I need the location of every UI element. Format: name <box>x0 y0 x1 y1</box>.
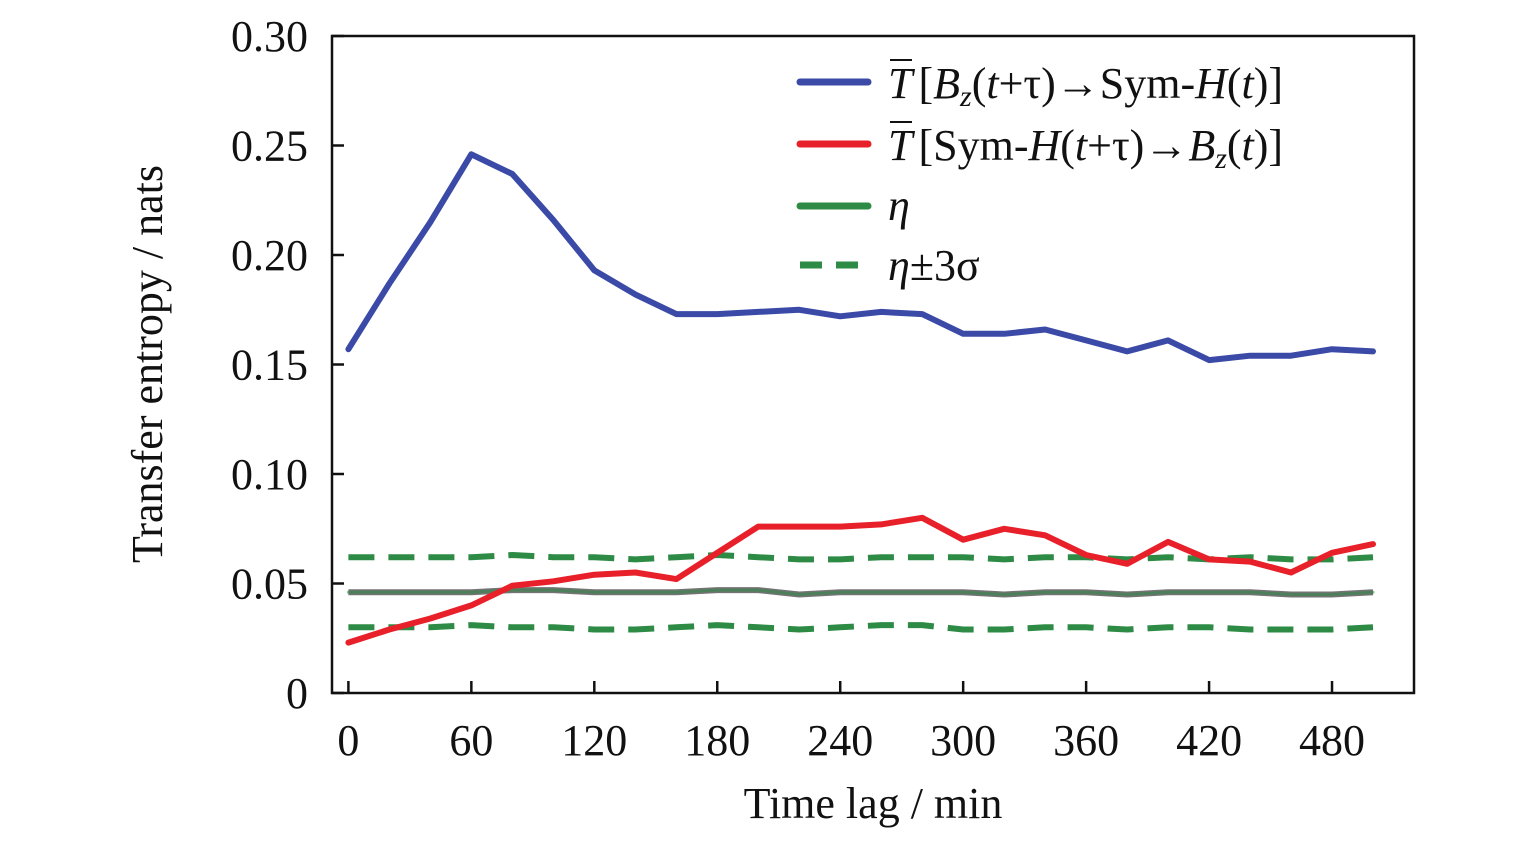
legend-label-bz-to-symh: T [Bz(t+τ)→Sym-H(t)] <box>888 59 1283 113</box>
y-tick-label: 0.15 <box>231 341 308 390</box>
x-tick-label: 420 <box>1176 716 1242 765</box>
axis-tick-labels: 0 60 120 180 240 300 360 420 480 0 0.05 0.10 0.15 0.2… <box>231 12 1365 765</box>
series-line-eta-minus <box>348 622 1374 633</box>
x-tick-label: 120 <box>561 716 627 765</box>
axis-ticks <box>332 34 1334 695</box>
x-tick-label: 300 <box>930 716 996 765</box>
series-line-symh-to-bz <box>345 514 1376 646</box>
y-tick-label: 0.10 <box>231 450 308 499</box>
series-line-bz-to-symh <box>345 151 1376 364</box>
y-tick-label: 0.25 <box>231 122 308 171</box>
legend: T [Bz(t+τ)→Sym-H(t)] T [Sym-H(t+τ)→Bz(t)] … <box>796 59 1283 290</box>
legend-label-eta: η <box>888 181 910 230</box>
x-tick-label: 0 <box>337 716 359 765</box>
x-tick-label: 240 <box>807 716 873 765</box>
x-tick-label: 360 <box>1053 716 1119 765</box>
y-tick-label: 0.05 <box>231 560 308 609</box>
series-line-eta <box>346 588 1375 596</box>
legend-label-eta-band: η±3σ <box>888 241 980 290</box>
x-axis-title: Time lag / min <box>744 779 1003 828</box>
y-tick-label: 0.30 <box>231 12 308 61</box>
x-tick-label: 60 <box>449 716 493 765</box>
series-layer <box>345 151 1376 646</box>
y-tick-label: 0 <box>286 669 308 718</box>
x-tick-label: 180 <box>684 716 750 765</box>
y-axis-title: Transfer entropy / nats <box>123 165 172 563</box>
legend-label-symh-to-bz: T [Sym-H(t+τ)→Bz(t)] <box>888 121 1283 175</box>
x-tick-label: 480 <box>1299 716 1365 765</box>
y-tick-label: 0.20 <box>231 231 308 280</box>
